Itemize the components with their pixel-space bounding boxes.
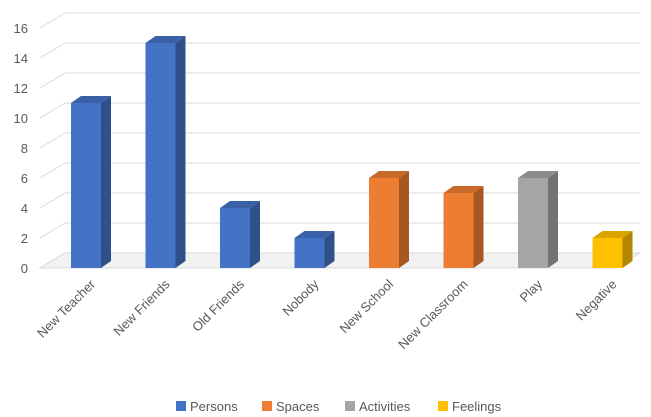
bar-old-friends xyxy=(220,201,260,268)
gridline-depth xyxy=(39,72,66,89)
bar-top xyxy=(592,231,633,238)
chart-floor-plane xyxy=(38,252,642,269)
legend-label: Feelings xyxy=(452,399,502,414)
bar-side xyxy=(473,186,484,268)
bar-side xyxy=(548,171,558,268)
gridline-depth xyxy=(39,132,66,149)
bar-new-classroom xyxy=(443,186,484,268)
bar-side xyxy=(175,36,186,268)
bar-front xyxy=(145,43,176,268)
bar-new-friends xyxy=(145,36,186,268)
x-tick-label: Old Friends xyxy=(189,276,247,334)
bar-top xyxy=(220,201,260,208)
bar-front xyxy=(71,103,101,268)
legend-swatch xyxy=(262,401,272,411)
y-tick-label: 12 xyxy=(14,81,28,96)
x-tick-label: New Friends xyxy=(110,276,173,339)
x-tick-label: New Teacher xyxy=(34,276,99,341)
bar-front xyxy=(592,238,623,268)
y-tick-label: 2 xyxy=(21,231,28,246)
bar-side xyxy=(324,231,335,268)
bar-side xyxy=(101,96,111,268)
bar-side xyxy=(622,231,633,268)
legend: Persons Spaces Activities Feelings xyxy=(176,399,502,414)
x-tick-label: New Classroom xyxy=(395,277,470,352)
legend-swatch xyxy=(345,401,355,411)
y-tick-label: 0 xyxy=(21,261,28,276)
bar-front xyxy=(369,178,399,268)
bar-top xyxy=(294,231,335,238)
bar-front xyxy=(518,178,548,268)
legend-label: Spaces xyxy=(276,399,320,414)
legend-item-feelings: Feelings xyxy=(438,399,502,414)
legend-swatch xyxy=(176,401,186,411)
bar-top xyxy=(71,96,111,103)
y-tick-label: 16 xyxy=(14,21,28,36)
legend-item-activities: Activities xyxy=(345,399,411,414)
bar-play xyxy=(518,171,558,268)
gridline-depth xyxy=(39,12,66,29)
bar-negative xyxy=(592,231,633,268)
bar-new-teacher xyxy=(71,96,111,268)
x-tick-label: Play xyxy=(517,276,546,305)
x-axis-labels: New Teacher New Friends Old Friends Nobody N… xyxy=(34,276,620,352)
bar-side xyxy=(399,171,409,268)
bar-top xyxy=(443,186,484,193)
legend-label: Persons xyxy=(190,399,238,414)
y-axis-ticks: 0 2 4 6 8 10 12 14 16 xyxy=(14,21,28,276)
bar-side xyxy=(250,201,260,268)
x-tick-label: Negative xyxy=(573,277,620,324)
legend-item-persons: Persons xyxy=(176,399,238,414)
y-tick-label: 10 xyxy=(14,111,28,126)
bar-top xyxy=(369,171,409,178)
bar-front xyxy=(294,238,325,268)
legend-swatch xyxy=(438,401,448,411)
y-tick-label: 14 xyxy=(14,51,28,66)
y-tick-label: 4 xyxy=(21,201,28,216)
bar-front xyxy=(220,208,250,268)
chart-floor xyxy=(38,252,642,269)
gridline-depth xyxy=(39,102,66,119)
bar-new-school xyxy=(369,171,409,268)
gridline-depth xyxy=(39,162,66,179)
x-tick-label: New School xyxy=(336,276,396,336)
bars xyxy=(71,36,633,268)
bar-top xyxy=(518,171,558,178)
bar-top xyxy=(145,36,186,43)
x-tick-label: Nobody xyxy=(279,276,322,319)
gridline-depth xyxy=(39,42,66,59)
legend-item-spaces: Spaces xyxy=(262,399,320,414)
bar-front xyxy=(443,193,474,268)
y-tick-label: 8 xyxy=(21,141,28,156)
legend-label: Activities xyxy=(359,399,411,414)
gridline-depth xyxy=(39,192,66,209)
bar-nobody xyxy=(294,231,335,268)
gridline-depth xyxy=(39,222,66,239)
y-tick-label: 6 xyxy=(21,171,28,186)
